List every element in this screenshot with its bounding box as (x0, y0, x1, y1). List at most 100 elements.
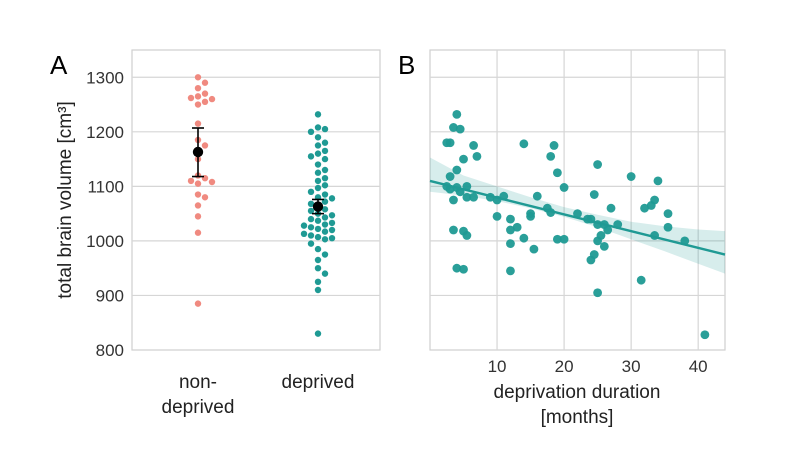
data-point (314, 177, 322, 185)
panel-b-frame (429, 49, 726, 351)
data-point (314, 124, 322, 131)
panel-a-means (192, 127, 324, 215)
panel-a: 800 900 1000 1100 1200 1300 non-deprived depri… (50, 49, 381, 418)
data-point (300, 222, 308, 229)
data-point (636, 275, 646, 285)
panel-b-x-tick-label: 40 (689, 357, 708, 376)
data-point (559, 234, 569, 244)
data-point (321, 270, 329, 277)
data-point (314, 256, 322, 264)
data-point (314, 134, 322, 141)
data-point (449, 123, 458, 132)
data-point (552, 168, 562, 178)
data-point (462, 231, 472, 240)
data-point (603, 225, 613, 235)
panel-a-y-tick-label: 900 (96, 286, 124, 305)
data-point (300, 230, 308, 238)
data-point (549, 141, 559, 150)
data-point (321, 214, 329, 221)
data-point (201, 194, 209, 201)
data-point (328, 219, 336, 227)
panel-a-frame (131, 49, 381, 351)
data-point (663, 222, 673, 232)
data-point (194, 120, 202, 127)
data-point (194, 213, 202, 220)
data-point (328, 212, 336, 219)
data-point (321, 125, 329, 133)
data-point (321, 174, 329, 182)
panel-a-y-tick-label: 1100 (87, 177, 124, 196)
panel-b-x-tick-label: 20 (555, 357, 574, 376)
panel-b-letter: B (398, 50, 415, 80)
data-point (526, 211, 535, 221)
data-point (321, 206, 329, 213)
panel-a-category-label: deprived (282, 372, 355, 393)
data-point (194, 101, 202, 108)
data-point (519, 139, 529, 149)
data-point (201, 98, 209, 106)
data-point (532, 191, 542, 201)
data-point (194, 180, 202, 187)
data-point (455, 124, 465, 134)
panel-a-y-tick-label: 1000 (86, 232, 124, 251)
data-point (321, 221, 329, 228)
data-point (314, 184, 322, 192)
data-point (606, 203, 616, 213)
data-point (321, 182, 329, 189)
data-point (307, 188, 315, 196)
data-point (187, 177, 195, 185)
data-point (449, 225, 458, 235)
data-point (445, 172, 455, 181)
data-point (314, 286, 322, 294)
data-point (653, 176, 663, 186)
data-point (626, 172, 636, 181)
data-point (512, 222, 522, 232)
panel-b-x-ticks: 10 20 30 40 (488, 357, 708, 376)
data-point (194, 229, 202, 236)
data-point (314, 330, 322, 337)
panel-a-y-ticks: 800 900 1000 1100 1200 1300 (86, 68, 124, 360)
data-point (307, 207, 315, 215)
panel-b-x-tick-label: 10 (488, 357, 507, 376)
data-point (452, 263, 462, 273)
data-point (307, 224, 315, 231)
data-point (314, 278, 322, 286)
data-point (459, 264, 468, 274)
data-point (506, 266, 515, 276)
data-point (546, 151, 556, 161)
data-point (307, 128, 315, 136)
data-point (321, 191, 329, 198)
data-point (314, 150, 322, 157)
data-point (307, 240, 315, 247)
mean-marker (312, 201, 324, 212)
data-point (593, 236, 603, 246)
data-point (459, 154, 468, 164)
mean-marker (192, 146, 204, 158)
data-point (519, 233, 529, 243)
data-point (314, 161, 322, 168)
panel-b-points (442, 109, 710, 340)
data-point (449, 195, 458, 205)
data-point (314, 245, 322, 253)
data-point (314, 111, 322, 118)
data-point (194, 202, 202, 209)
data-point (469, 141, 478, 150)
data-point (663, 209, 673, 219)
data-point (700, 330, 710, 340)
data-point (314, 233, 322, 241)
data-point (492, 211, 502, 221)
data-point (650, 195, 660, 205)
data-point (599, 241, 609, 251)
data-point (506, 239, 515, 249)
regression-line (429, 179, 726, 256)
panel-a-y-axis-label: total brain volume [cm³] (55, 101, 76, 298)
panel-a-y-tick-label: 800 (96, 341, 124, 360)
data-point (529, 244, 539, 254)
data-point (321, 147, 329, 155)
data-point (201, 79, 209, 86)
data-point (208, 178, 216, 186)
panel-a-y-tick-label: 1300 (86, 68, 124, 87)
data-point (307, 215, 315, 223)
data-point (640, 203, 649, 213)
